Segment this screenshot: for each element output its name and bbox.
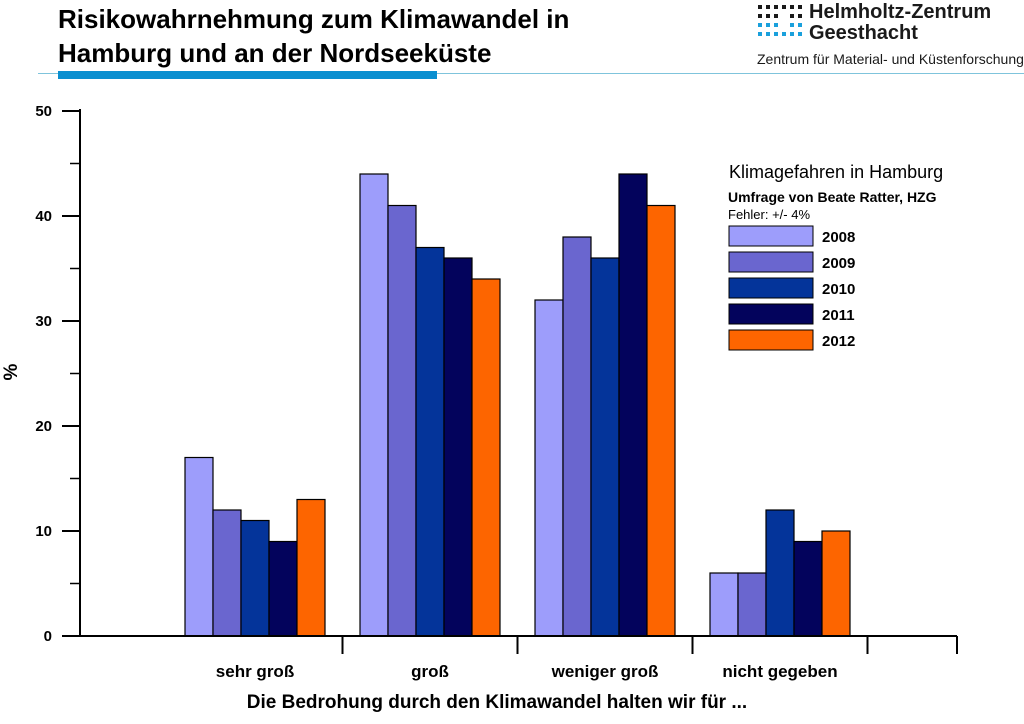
y-axis-title: % xyxy=(1,363,22,380)
slide-title-line-2: Hamburg und an der Nordseeküste xyxy=(58,38,492,68)
bar-2011-4 xyxy=(793,540,823,637)
logo-subtitle: Zentrum für Material- und Küstenforschun… xyxy=(757,51,1024,67)
slide-title: Risikowahrnehmung zum Klimawandel in Ham… xyxy=(58,2,569,70)
legend: Klimagefahren in Hamburg Umfrage von Bea… xyxy=(728,162,943,351)
category-label-4: nicht gegeben xyxy=(722,662,837,681)
legend-label-2009: 2009 xyxy=(822,255,855,272)
y-tick-label: 40 xyxy=(35,208,52,225)
y-tick-label: 10 xyxy=(35,523,52,540)
legend-label-2008: 2008 xyxy=(822,229,855,246)
legend-title: Klimagefahren in Hamburg xyxy=(729,162,943,182)
y-tick-label: 50 xyxy=(35,103,52,120)
bar-2009-2 xyxy=(387,204,417,637)
title-accent-bar xyxy=(58,71,437,79)
slide-title-line-1: Risikowahrnehmung zum Klimawandel in xyxy=(58,4,570,34)
logo-name-line-1: Helmholtz-Zentrum xyxy=(809,1,992,23)
legend-label-2012: 2012 xyxy=(822,333,855,350)
y-tick-label: 20 xyxy=(35,418,52,435)
legend-label-2010: 2010 xyxy=(822,281,855,298)
bars-group xyxy=(184,173,851,637)
hzg-logo: Helmholtz-Zentrum Geesthacht Zentrum für… xyxy=(757,2,1024,70)
bar-2012-2 xyxy=(471,278,501,637)
bar-2010-3 xyxy=(590,257,620,637)
bar-2008-1 xyxy=(184,456,214,637)
legend-swatch-2011 xyxy=(728,303,814,325)
bar-2008-3 xyxy=(534,299,564,637)
category-label-1: sehr groß xyxy=(216,662,294,681)
legend-note: Fehler: +/- 4% xyxy=(728,207,810,222)
logo-name-line-2: Geesthacht xyxy=(809,22,918,44)
bar-2012-4 xyxy=(821,530,851,637)
legend-swatch-2009 xyxy=(728,251,814,273)
bar-2012-1 xyxy=(296,498,326,637)
legend-label-2011: 2011 xyxy=(822,307,855,324)
bar-2012-3 xyxy=(646,204,676,637)
logo-dots-icon xyxy=(758,5,802,36)
bar-2008-4 xyxy=(709,572,739,637)
title-divider xyxy=(38,73,1024,74)
bar-2010-4 xyxy=(765,509,795,637)
y-tick-label: 30 xyxy=(35,313,52,330)
category-label-2: groß xyxy=(411,662,449,681)
bar-2009-3 xyxy=(562,236,592,637)
legend-swatch-2010 xyxy=(728,277,814,299)
category-label-3: weniger groß xyxy=(551,662,659,681)
bar-2010-2 xyxy=(415,246,445,637)
x-axis-title: Die Bedrohung durch den Klimawandel halt… xyxy=(247,692,747,713)
bar-2009-1 xyxy=(212,509,242,637)
bar-2008-2 xyxy=(359,173,389,637)
legend-swatch-2008 xyxy=(728,225,814,247)
logo-name: Helmholtz-Zentrum Geesthacht xyxy=(809,2,991,44)
y-tick-label: 0 xyxy=(44,628,52,645)
bar-2011-2 xyxy=(443,257,473,637)
bar-2011-3 xyxy=(618,173,648,637)
bar-2009-4 xyxy=(737,572,767,637)
legend-swatch-2012 xyxy=(728,329,814,351)
bar-2010-1 xyxy=(240,519,270,637)
categories-group: sehr groß groß weniger groß nicht gegeben xyxy=(216,636,869,681)
legend-subtitle: Umfrage von Beate Ratter, HZG xyxy=(728,189,937,205)
y-ticks-group: 0 10 20 30 40 50 xyxy=(35,103,80,645)
bar-2011-1 xyxy=(268,540,298,637)
